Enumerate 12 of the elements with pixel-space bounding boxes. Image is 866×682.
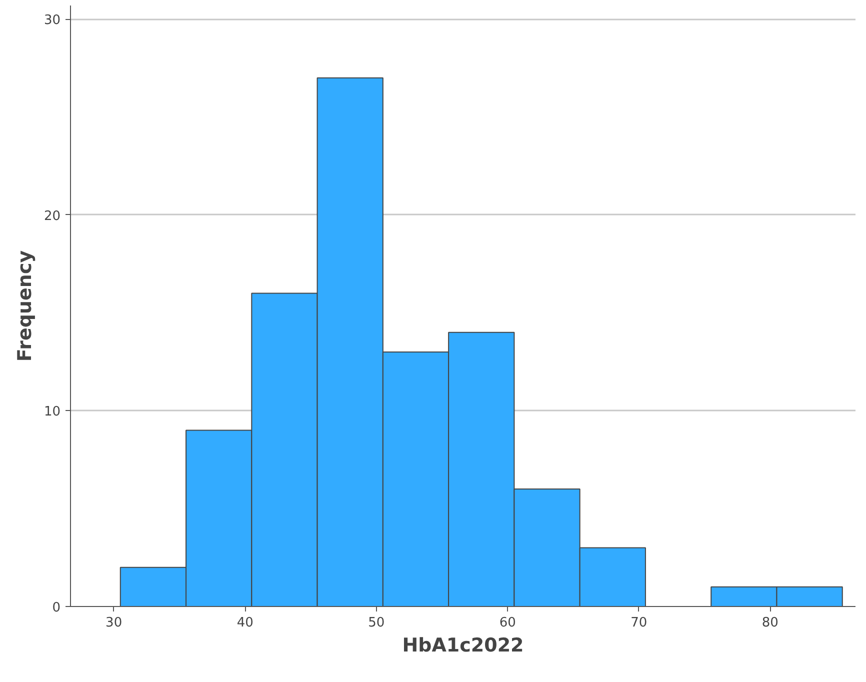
x-tick-label: 60: [499, 616, 516, 630]
x-tick-label: 50: [368, 616, 385, 630]
x-axis-title: HbA1c2022: [402, 634, 524, 656]
y-tick-label: 20: [44, 208, 61, 224]
y-tick-label: 30: [44, 13, 61, 28]
y-axis-title: Frequency: [14, 250, 36, 362]
x-tick-label: 40: [236, 616, 254, 630]
x-tick-label: 30: [106, 616, 122, 630]
y-tick-label: 0: [52, 600, 61, 616]
x-tick-label: 80: [762, 616, 778, 630]
x-tick-label: 70: [630, 616, 648, 630]
y-tick-label: 10: [44, 404, 61, 420]
